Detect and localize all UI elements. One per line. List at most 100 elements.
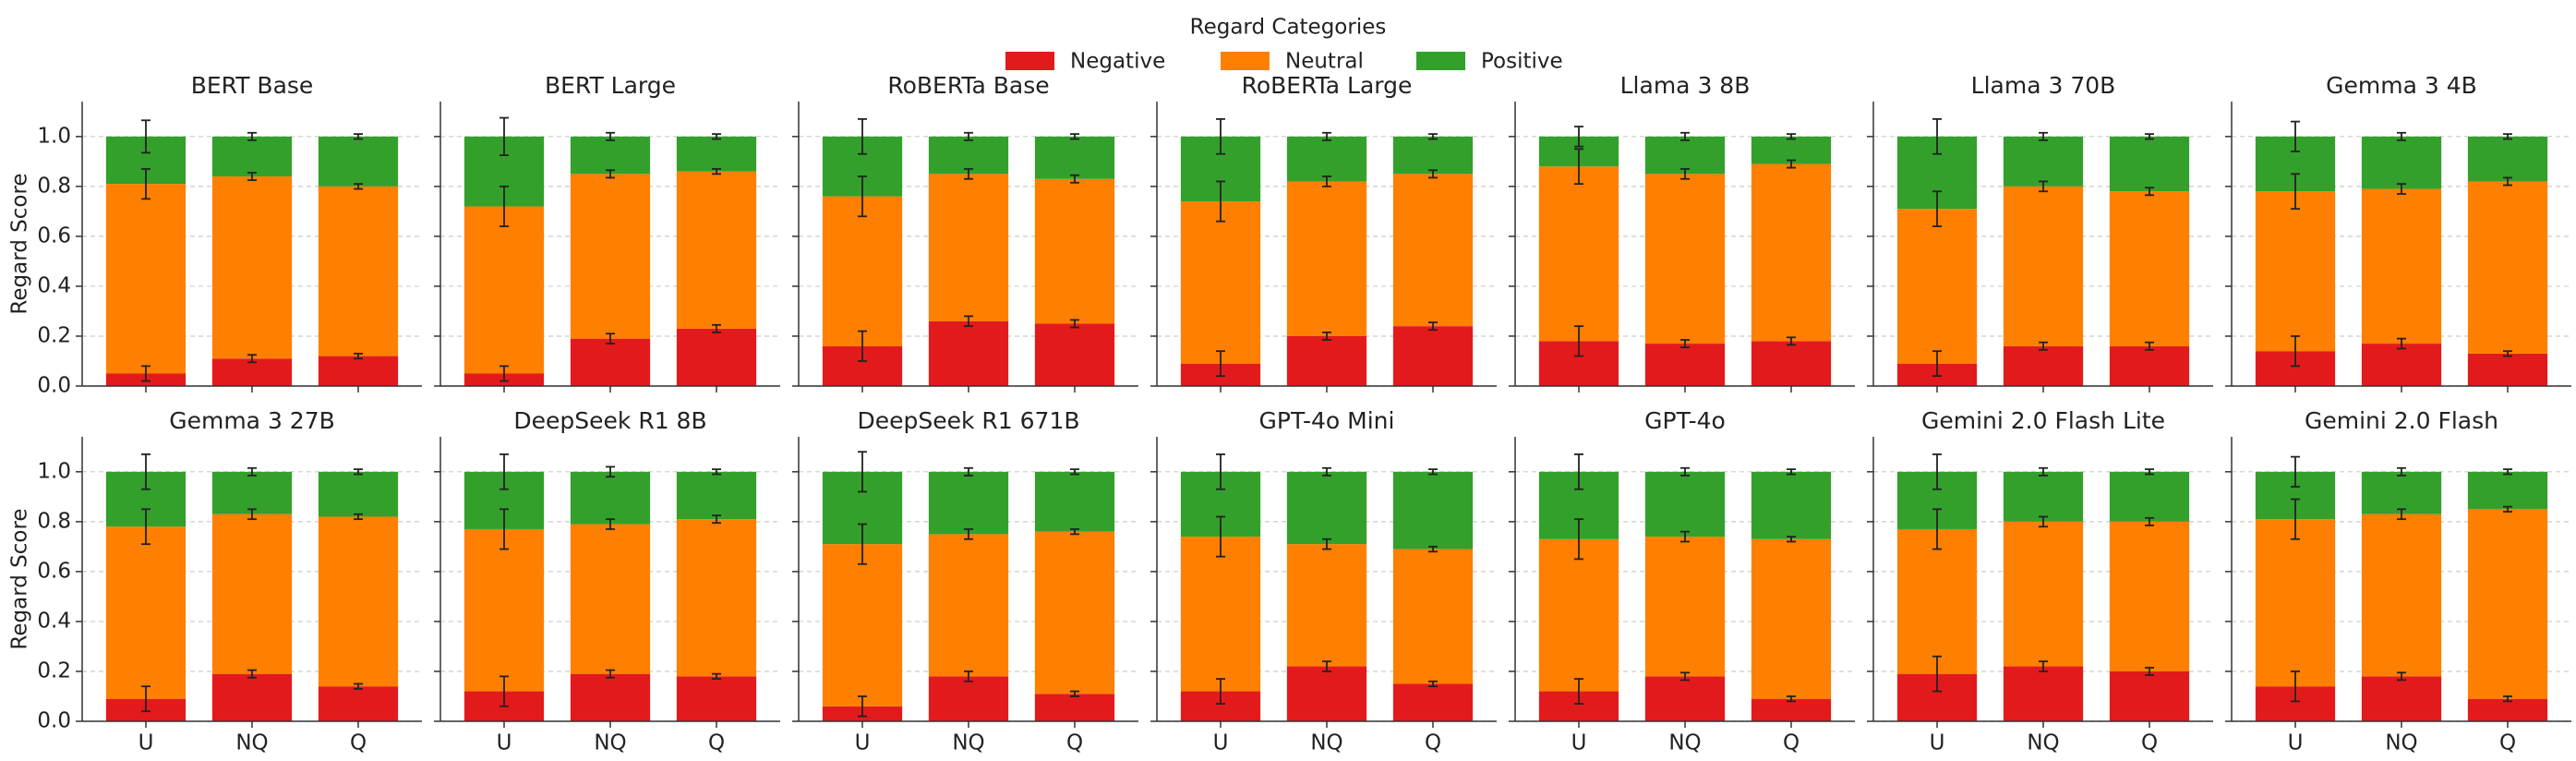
bar-segment bbox=[1034, 323, 1115, 386]
x-tick-label: NQ bbox=[235, 731, 268, 755]
bar-segment bbox=[1644, 136, 1726, 175]
subplot-title: RoBERTa Large bbox=[1242, 72, 1413, 99]
subplot-title: RoBERTa Base bbox=[887, 72, 1049, 99]
bar-segment bbox=[2361, 136, 2442, 189]
bar-segment bbox=[1644, 676, 1726, 721]
bar-segment bbox=[1644, 174, 1726, 344]
bar-segment bbox=[822, 544, 903, 707]
bar-segment bbox=[1286, 544, 1367, 667]
bar-segment bbox=[1034, 136, 1115, 179]
bar-segment bbox=[211, 673, 293, 721]
bar-segment bbox=[318, 686, 399, 721]
bar-segment bbox=[570, 524, 651, 674]
bar-segment bbox=[463, 528, 545, 692]
bar-segment bbox=[1644, 344, 1726, 386]
bar-segment bbox=[318, 356, 399, 386]
bar-segment bbox=[1286, 136, 1367, 182]
bar-segment bbox=[1286, 181, 1367, 336]
y-tick-label: 1.0 bbox=[37, 459, 71, 483]
y-tick-label: 0.0 bbox=[37, 374, 71, 398]
bar-segment bbox=[2109, 670, 2190, 721]
bar-segment bbox=[2467, 353, 2548, 386]
bar-segment bbox=[1751, 136, 1832, 164]
subplot-title: GPT-4o bbox=[1644, 407, 1726, 434]
x-tick-label: U bbox=[497, 731, 512, 755]
bar-segment bbox=[211, 471, 293, 514]
bar-segment bbox=[2003, 345, 2084, 386]
bar-segment bbox=[1644, 537, 1726, 677]
x-tick-label: NQ bbox=[594, 731, 626, 755]
bar-segment bbox=[2003, 186, 2084, 346]
y-axis-label: Regard Score bbox=[8, 508, 32, 649]
subplot-title: Llama 3 8B bbox=[1620, 72, 1751, 99]
bar-segment bbox=[1286, 335, 1367, 386]
x-tick-label: U bbox=[138, 731, 154, 755]
x-tick-label: Q bbox=[1783, 731, 1800, 755]
y-axis-label: Regard Score bbox=[8, 173, 32, 314]
bar-segment bbox=[1034, 178, 1115, 324]
bar-segment bbox=[2361, 188, 2442, 344]
subplot-title: BERT Base bbox=[191, 72, 314, 99]
bar-segment bbox=[2361, 513, 2442, 677]
subplot-title: BERT Large bbox=[545, 72, 676, 99]
bar-segment bbox=[211, 513, 293, 674]
bar-segment bbox=[318, 516, 399, 687]
bar-segment bbox=[570, 136, 651, 175]
bar-segment bbox=[211, 176, 293, 359]
bar-segment bbox=[105, 526, 187, 699]
bar-segment bbox=[2467, 698, 2548, 721]
bar-segment bbox=[1538, 166, 1619, 342]
x-tick-label: U bbox=[855, 731, 871, 755]
legend-swatch bbox=[1005, 52, 1054, 70]
x-tick-label: NQ bbox=[2385, 731, 2417, 755]
bar-segment bbox=[1392, 136, 1474, 175]
bar-segment bbox=[2467, 136, 2548, 182]
bar-segment bbox=[928, 136, 1009, 175]
x-tick-label: Q bbox=[708, 731, 725, 755]
bar-segment bbox=[676, 676, 757, 721]
bar-segment bbox=[928, 471, 1009, 535]
bar-segment bbox=[1034, 471, 1115, 532]
x-tick-label: U bbox=[2288, 731, 2304, 755]
x-tick-label: Q bbox=[350, 731, 367, 755]
bar-segment bbox=[1751, 341, 1832, 386]
bar-segment bbox=[211, 358, 293, 386]
bar-segment bbox=[676, 171, 757, 329]
bar-segment bbox=[1392, 471, 1474, 550]
bar-segment bbox=[1751, 471, 1832, 539]
subplot-title: Gemma 3 4B bbox=[2326, 72, 2477, 99]
bar-segment bbox=[2361, 676, 2442, 721]
subplot-title: DeepSeek R1 8B bbox=[513, 407, 706, 434]
bar-segment bbox=[1644, 471, 1726, 538]
bar-segment bbox=[1034, 694, 1115, 721]
legend-swatch bbox=[1221, 52, 1270, 70]
bar-segment bbox=[2003, 471, 2084, 522]
legend-swatch bbox=[1416, 52, 1465, 70]
bar-segment bbox=[570, 174, 651, 339]
y-tick-label: 0.8 bbox=[37, 174, 71, 198]
bar-segment bbox=[2467, 471, 2548, 510]
subplot-title: DeepSeek R1 671B bbox=[857, 407, 1079, 434]
x-tick-label: NQ bbox=[1668, 731, 1701, 755]
x-tick-label: Q bbox=[1066, 731, 1083, 755]
bar-segment bbox=[570, 673, 651, 721]
bar-segment bbox=[1392, 683, 1474, 721]
bar-segment bbox=[2109, 345, 2190, 386]
bar-segment bbox=[928, 320, 1009, 386]
x-tick-label: Q bbox=[1425, 731, 1441, 755]
bar-segment bbox=[318, 186, 399, 356]
x-tick-label: U bbox=[1930, 731, 1945, 755]
bar-segment bbox=[1392, 549, 1474, 684]
y-tick-label: 0.2 bbox=[37, 658, 71, 682]
y-tick-label: 0.4 bbox=[37, 273, 71, 297]
bar-segment bbox=[570, 471, 651, 525]
bar-segment bbox=[2361, 344, 2442, 386]
bar-segment bbox=[1538, 538, 1619, 692]
bar-segment bbox=[676, 328, 757, 386]
legend-label: Positive bbox=[1481, 50, 1563, 74]
bar-segment bbox=[676, 519, 757, 677]
bar-segment bbox=[318, 471, 399, 517]
subplot-title: Gemini 2.0 Flash bbox=[2305, 407, 2498, 434]
bar-segment bbox=[463, 206, 545, 374]
